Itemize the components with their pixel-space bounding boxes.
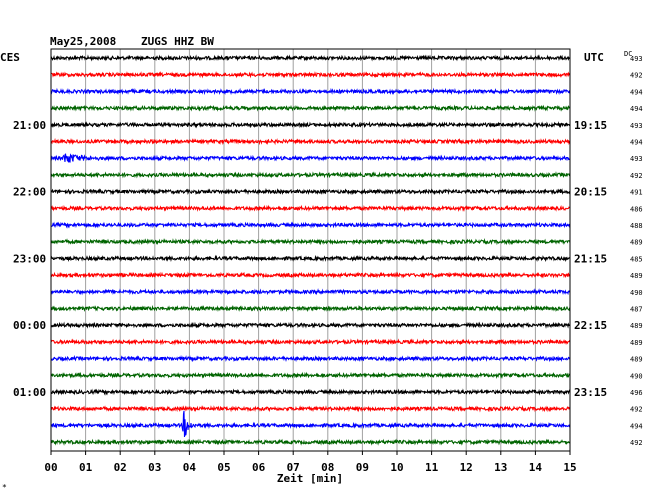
dc-offset-label: 486	[630, 205, 643, 213]
right-time-label: 21:15	[574, 252, 607, 265]
right-time-label: 20:15	[574, 186, 607, 199]
x-tick-label: 03	[148, 461, 161, 474]
trace-row-21	[50, 405, 571, 413]
dc-offset-label: 489	[630, 272, 643, 280]
grid-lines	[85, 49, 536, 451]
dc-offset-label: 492	[630, 172, 643, 180]
dc-offset-label: 489	[630, 239, 643, 247]
dc-offset-label: 492	[630, 439, 643, 447]
plot-frame	[50, 48, 571, 452]
x-tick-label: 01	[79, 461, 93, 474]
trace-row-16	[51, 321, 571, 329]
x-tick-label: 12	[460, 461, 473, 474]
corner-mark: *	[2, 483, 7, 492]
trace-lines	[50, 54, 571, 446]
header-date: May25,2008	[50, 35, 116, 48]
dc-header-label: DC	[624, 50, 632, 58]
x-tick-label: 11	[425, 461, 439, 474]
dc-offset-label: 487	[630, 306, 643, 314]
dc-offset-label: 494	[630, 88, 643, 96]
x-axis-ticks: 00 01 02 03 04 05 06 07 08 09 10 11 12 13 14 15	[44, 451, 577, 474]
trace-row-10	[50, 221, 571, 229]
dc-offset-label: 493	[630, 55, 643, 63]
dc-offset-label: 490	[630, 372, 643, 380]
right-time-label: 19:15	[574, 119, 607, 132]
x-tick-label: 05	[217, 461, 230, 474]
x-tick-label: 06	[252, 461, 266, 474]
trace-row-23	[50, 438, 571, 446]
trace-row-0	[50, 54, 571, 62]
dc-offset-label: 492	[630, 72, 643, 80]
x-tick-label: 00	[44, 461, 57, 474]
dc-offset-label: 490	[630, 289, 643, 297]
right-time-label: 22:15	[574, 319, 607, 332]
x-tick-label: 10	[390, 461, 403, 474]
left-time-label: 01:00	[13, 386, 46, 399]
right-time-labels: 19:15 20:15 21:15 22:15 23:15	[574, 119, 607, 399]
dc-offset-label: 491	[630, 189, 643, 197]
trace-row-13	[50, 271, 571, 279]
dc-offset-label: 485	[630, 255, 643, 263]
x-tick-label: 09	[356, 461, 369, 474]
trace-row-19	[50, 371, 571, 379]
x-tick-label: 13	[494, 461, 507, 474]
x-tick-label: 02	[114, 461, 127, 474]
trace-row-14	[50, 288, 571, 296]
dc-offset-label: 492	[630, 406, 643, 414]
dc-offset-label: 493	[630, 155, 643, 163]
dc-offset-label: 496	[630, 389, 643, 397]
trace-row-15	[50, 304, 571, 313]
dc-offset-label: 489	[630, 339, 643, 347]
trace-row-12	[50, 254, 571, 263]
left-time-label: 22:00	[13, 186, 46, 199]
trace-row-3	[50, 104, 571, 112]
dc-offset-label: 494	[630, 422, 643, 430]
trace-row-7	[50, 171, 571, 179]
dc-offset-label: 494	[630, 139, 643, 147]
left-time-label: 23:00	[13, 252, 46, 265]
trace-row-11	[50, 238, 571, 246]
dc-offset-label: 489	[630, 322, 643, 330]
dc-offset-label: 493	[630, 122, 643, 130]
x-tick-label: 04	[183, 461, 197, 474]
trace-row-5	[50, 137, 571, 146]
trace-row-6	[50, 153, 571, 163]
x-axis-label: Zeit [min]	[277, 472, 343, 485]
trace-row-17	[50, 338, 571, 346]
trace-row-1	[50, 70, 571, 79]
right-timezone-label: UTC	[584, 51, 604, 64]
dc-offset-label: 488	[630, 222, 643, 230]
trace-row-4	[50, 121, 570, 129]
left-time-label: 21:00	[13, 119, 46, 132]
dc-offset-label: 489	[630, 356, 643, 364]
trace-row-22	[50, 410, 571, 438]
x-tick-label: 07	[287, 461, 300, 474]
left-timezone-label: CES	[0, 51, 20, 64]
trace-row-20	[50, 388, 571, 396]
trace-row-9	[50, 204, 571, 212]
right-time-label: 23:15	[574, 386, 607, 399]
dc-offset-label: 494	[630, 105, 643, 113]
header-station: ZUGS HHZ BW	[141, 35, 214, 48]
x-tick-label: 14	[529, 461, 543, 474]
x-tick-label: 15	[563, 461, 576, 474]
x-tick-label: 08	[321, 461, 334, 474]
left-time-label: 00:00	[13, 319, 46, 332]
trace-row-2	[50, 87, 571, 96]
left-time-labels: 21:00 22:00 23:00 00:00 01:00	[13, 119, 46, 399]
trace-row-8	[50, 187, 571, 196]
trace-row-18	[50, 354, 571, 363]
dc-offset-labels: 493 492 494 494 493 494 493 492 491 486 488 489 485 4…	[630, 55, 643, 447]
